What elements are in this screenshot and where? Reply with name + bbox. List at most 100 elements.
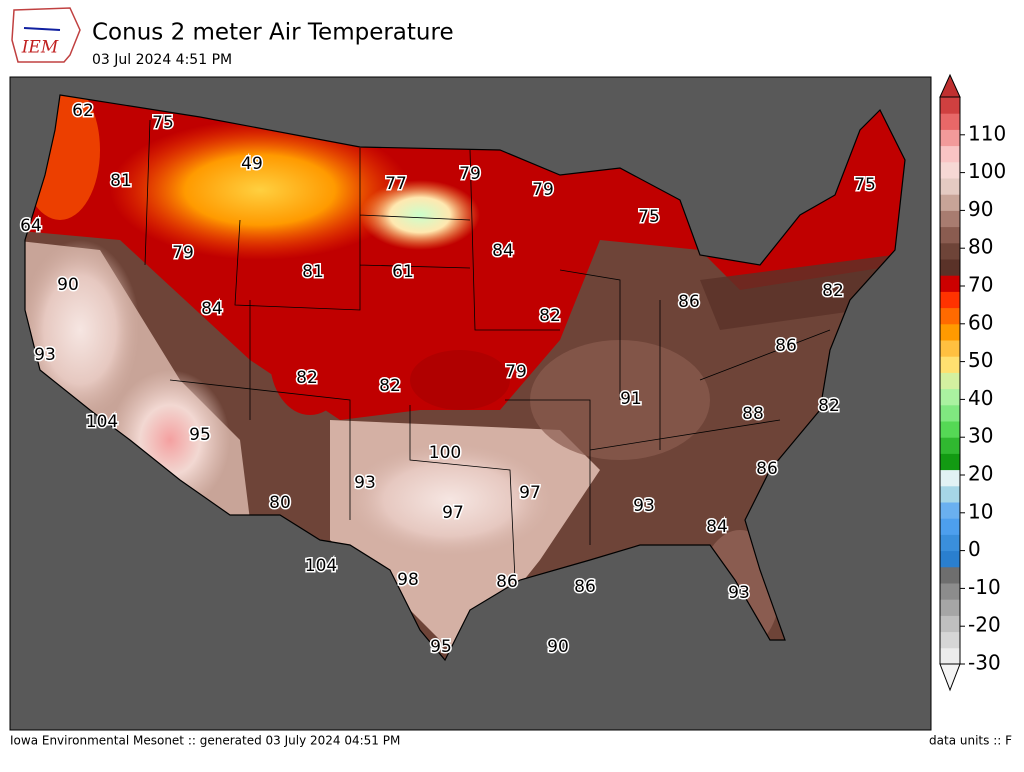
colorbar-segment	[940, 534, 960, 552]
colorbar-segment	[940, 388, 960, 406]
station-label: 100	[429, 443, 461, 463]
colorbar-extend-low	[939, 663, 961, 692]
station-label: 88	[742, 404, 764, 424]
colorbar-tick-label: 50	[968, 348, 993, 372]
colorbar-tick-label: 110	[968, 121, 1006, 145]
station-label: 104	[86, 412, 118, 432]
station-label: 61	[392, 262, 414, 282]
colorbar-tick-label: 0	[968, 537, 981, 561]
station-labels: 62 75 49 77 79 79 75 81 64 75 84 79 81 61 90 82 84 86 82 86…	[19, 100, 878, 659]
station-label: 75	[152, 113, 174, 133]
colorbar-segment	[940, 259, 960, 276]
colorbar-tick-label: -20	[968, 613, 1001, 637]
colorbar-segment	[940, 307, 960, 325]
colorbar-tick-label: 70	[968, 273, 993, 297]
colorbar-extend-high	[939, 73, 961, 98]
station-label: 81	[110, 171, 132, 191]
station-label: 90	[547, 637, 569, 657]
colorbar-segment	[940, 421, 960, 438]
station-label: 91	[620, 389, 642, 409]
station-label: 82	[539, 306, 561, 326]
colorbar-segment	[940, 647, 960, 665]
subtitle: 03 Jul 2024 4:51 PM	[92, 52, 232, 68]
station-label: 93	[633, 496, 655, 516]
station-label: 75	[854, 175, 876, 195]
colorbar-segment	[940, 583, 960, 600]
station-label: 90	[57, 275, 79, 295]
station-label: 93	[728, 583, 750, 603]
colorbar-segment	[940, 469, 960, 487]
colorbar-tick-label: 10	[968, 499, 993, 523]
station-label: 84	[706, 517, 728, 537]
colorbar-tick-label: -30	[968, 651, 1001, 675]
colorbar-segment	[940, 194, 960, 211]
colorbar-segment	[940, 275, 960, 292]
colorbar-segment	[940, 113, 960, 130]
colorbar-segment	[940, 291, 960, 309]
station-label: 79	[505, 362, 527, 382]
colorbar-segment	[940, 453, 960, 471]
colorbar-segment	[940, 485, 960, 503]
logo: IEM	[11, 7, 81, 63]
colorbar-tick-label: 90	[968, 197, 993, 221]
station-label: 75	[638, 207, 660, 227]
station-label: 77	[385, 174, 407, 194]
station-label: 82	[379, 376, 401, 396]
station-label: 97	[519, 483, 541, 503]
colorbar-segment	[940, 161, 960, 179]
station-label: 79	[172, 243, 194, 263]
colorbar-segment	[940, 631, 960, 649]
colorbar-segment	[940, 502, 960, 519]
station-label: 81	[302, 262, 324, 282]
station-label: 98	[397, 570, 419, 590]
station-label: 97	[442, 503, 464, 523]
station-label: 86	[496, 572, 518, 592]
colorbar: -30 -20 -10 0 10 20 30 40 50 60 70 80 90 100 110	[939, 73, 1006, 692]
colorbar-segment	[940, 372, 960, 390]
station-label: 86	[678, 292, 700, 312]
colorbar-segment	[940, 615, 960, 633]
colorbar-segment	[940, 550, 960, 568]
logo-text: IEM	[21, 38, 59, 58]
colorbar-segment	[940, 226, 960, 244]
colorbar-segment	[940, 242, 960, 260]
colorbar-segment	[940, 599, 960, 616]
colorbar-segment	[940, 323, 960, 341]
colorbar-tick-label: 100	[968, 159, 1006, 183]
colorbar-tick-label: 40	[968, 386, 993, 410]
colorbar-tick-label: 30	[968, 424, 993, 448]
colorbar-tick-label: -10	[968, 575, 1001, 599]
footer-left: Iowa Environmental Mesonet :: generated …	[10, 734, 400, 748]
station-label: 95	[430, 637, 452, 657]
colorbar-segment	[940, 404, 960, 422]
station-label: 64	[20, 216, 42, 236]
station-label: 84	[201, 299, 223, 319]
title: Conus 2 meter Air Temperature	[92, 20, 454, 46]
colorbar-tick-label: 60	[968, 310, 993, 334]
station-label: 86	[756, 459, 778, 479]
station-label: 93	[34, 345, 56, 365]
colorbar-segment	[940, 340, 960, 357]
colorbar-tick-label: 80	[968, 235, 993, 259]
station-label: 84	[492, 241, 514, 261]
colorbar-segment	[940, 518, 960, 535]
colorbar-segment	[940, 145, 960, 163]
station-label: 49	[241, 154, 263, 174]
colorbar-segment	[940, 437, 960, 454]
station-label: 86	[775, 336, 797, 356]
station-label: 93	[354, 473, 376, 493]
state-lines	[144, 119, 831, 581]
colorbar-tick-label: 20	[968, 462, 993, 486]
station-label: 104	[305, 556, 337, 576]
station-label: 82	[822, 281, 844, 301]
colorbar-segment	[940, 97, 960, 114]
colorbar-segment	[940, 210, 960, 228]
station-label: 62	[72, 101, 94, 121]
colorbar-segment	[940, 356, 960, 373]
station-label: 82	[818, 396, 840, 416]
station-label: 86	[574, 577, 596, 597]
colorbar-outline	[939, 96, 961, 665]
station-label: 95	[189, 425, 211, 445]
station-label: 82	[296, 368, 318, 388]
